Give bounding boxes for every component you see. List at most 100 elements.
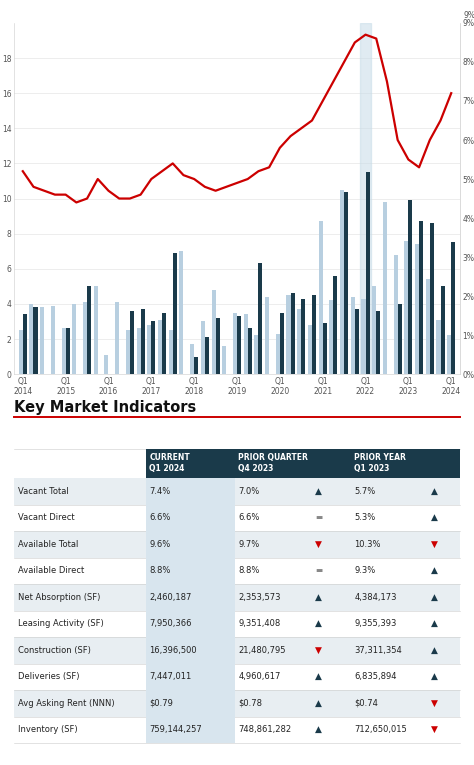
Text: 8.8%: 8.8% (149, 566, 171, 575)
Bar (14, 690, 460, 717)
Text: ▲: ▲ (431, 566, 438, 575)
Bar (14, 663, 460, 690)
Bar (447, 336, 451, 374)
Text: ▼: ▼ (315, 646, 322, 655)
Text: ▲: ▲ (431, 487, 438, 496)
Text: ▼: ▼ (431, 698, 438, 708)
Bar (344, 191, 348, 374)
Text: 9%: 9% (464, 11, 474, 20)
Text: ▬: ▬ (315, 513, 322, 522)
Text: 8.8%: 8.8% (238, 566, 260, 575)
Bar (360, 23, 372, 374)
Bar (130, 311, 134, 374)
Bar (146, 637, 235, 663)
Bar (146, 449, 460, 478)
Text: ▼: ▼ (431, 725, 438, 734)
Bar (151, 321, 155, 374)
Bar (376, 311, 380, 374)
Bar (40, 308, 44, 374)
Text: 37,311,354: 37,311,354 (354, 646, 402, 655)
Text: 6,835,894: 6,835,894 (354, 672, 397, 682)
Text: $0.74: $0.74 (354, 698, 378, 708)
Bar (383, 202, 387, 374)
Text: Vacant Total: Vacant Total (18, 487, 69, 496)
Text: CURRENT
Q1 2024: CURRENT Q1 2024 (149, 454, 190, 474)
Bar (233, 313, 237, 374)
Bar (146, 610, 235, 637)
Bar (323, 323, 327, 374)
Text: Available Total: Available Total (18, 540, 78, 549)
Text: 7,950,366: 7,950,366 (149, 620, 191, 628)
Text: ▲: ▲ (315, 725, 322, 734)
Text: 21,480,795: 21,480,795 (238, 646, 286, 655)
Bar (372, 286, 376, 374)
Bar (158, 320, 162, 374)
Bar (126, 330, 130, 374)
Bar (319, 221, 323, 374)
Bar (248, 328, 252, 374)
Bar (244, 314, 248, 374)
Bar (173, 253, 177, 374)
Text: ▼: ▼ (315, 540, 322, 549)
Text: ▲: ▲ (315, 593, 322, 602)
Text: ▲: ▲ (315, 698, 322, 708)
Text: 16,396,500: 16,396,500 (149, 646, 197, 655)
Bar (404, 241, 409, 374)
Text: 5.3%: 5.3% (354, 513, 375, 522)
Bar (147, 325, 151, 374)
Text: 9,355,393: 9,355,393 (354, 620, 397, 628)
Bar (308, 325, 312, 374)
Bar (216, 318, 219, 374)
Text: ▲: ▲ (431, 620, 438, 628)
Text: Vacant Direct: Vacant Direct (18, 513, 74, 522)
Bar (415, 244, 419, 374)
Bar (62, 328, 65, 374)
Bar (115, 302, 119, 374)
Bar (440, 286, 445, 374)
Text: ▲: ▲ (431, 672, 438, 682)
Text: ▲: ▲ (315, 620, 322, 628)
Bar (137, 328, 141, 374)
Text: 4,960,617: 4,960,617 (238, 672, 281, 682)
Bar (141, 309, 145, 374)
Text: 9,351,408: 9,351,408 (238, 620, 281, 628)
Bar (286, 295, 291, 374)
Text: PRIOR YEAR
Q1 2023: PRIOR YEAR Q1 2023 (354, 454, 406, 474)
Bar (437, 320, 440, 374)
Bar (258, 263, 263, 374)
Text: 5.7%: 5.7% (354, 487, 375, 496)
Bar (146, 478, 235, 505)
Text: ▲: ▲ (315, 672, 322, 682)
Bar (426, 279, 430, 374)
Bar (34, 308, 37, 374)
Text: ▼: ▼ (431, 540, 438, 549)
Bar (146, 531, 235, 558)
Text: 6.6%: 6.6% (149, 513, 171, 522)
Bar (146, 663, 235, 690)
Bar (237, 316, 241, 374)
Bar (255, 336, 258, 374)
Bar (222, 346, 226, 374)
Bar (280, 313, 284, 374)
Bar (146, 717, 235, 743)
Bar (201, 321, 205, 374)
Text: 7.0%: 7.0% (238, 487, 260, 496)
Bar (51, 306, 55, 374)
Bar (190, 344, 194, 374)
Bar (297, 309, 301, 374)
Text: ▲: ▲ (315, 487, 322, 496)
Bar (65, 328, 70, 374)
Bar (14, 531, 460, 558)
Bar (72, 304, 76, 374)
Bar (179, 251, 183, 374)
Bar (146, 505, 235, 531)
Text: 10.3%: 10.3% (354, 540, 381, 549)
Text: Leasing Activity (SF): Leasing Activity (SF) (18, 620, 103, 628)
Bar (14, 558, 460, 584)
Text: 2,460,187: 2,460,187 (149, 593, 191, 602)
Text: 9.6%: 9.6% (149, 540, 171, 549)
Text: ▲: ▲ (431, 513, 438, 522)
Bar (169, 330, 173, 374)
Bar (23, 314, 27, 374)
Text: Deliveries (SF): Deliveries (SF) (18, 672, 79, 682)
